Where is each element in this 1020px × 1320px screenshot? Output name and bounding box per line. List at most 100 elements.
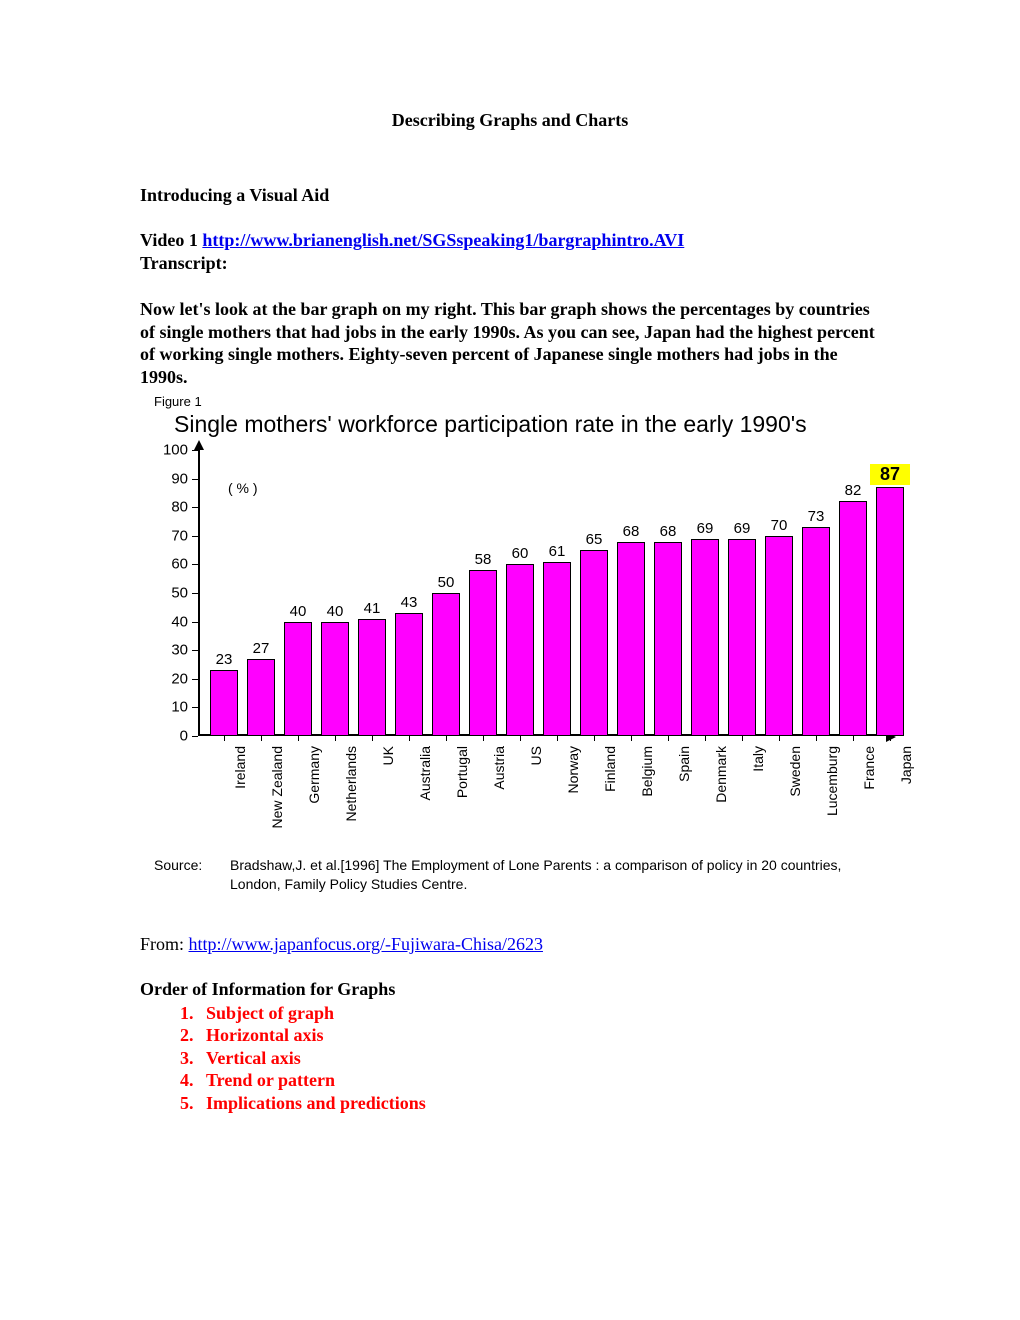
- bar-x-label: UK: [380, 746, 396, 842]
- bar-chart: ( % ) 2327404041435058606165686869697073…: [140, 446, 900, 836]
- video-link[interactable]: http://www.brianenglish.net/SGSspeaking1…: [202, 230, 684, 250]
- bar: 27: [247, 659, 275, 736]
- bar-value-label: 27: [241, 640, 281, 657]
- y-tick: [192, 622, 198, 623]
- bar-value-label: 87: [870, 464, 910, 485]
- bar-rect: [802, 527, 830, 736]
- source-text: Bradshaw,J. et al.[1996] The Employment …: [230, 856, 880, 894]
- x-tick: [890, 736, 891, 741]
- x-tick: [483, 736, 484, 741]
- y-tick-label: 50: [140, 585, 188, 602]
- bar-x-label: Australia: [417, 746, 433, 842]
- video-label: Video 1: [140, 230, 198, 250]
- order-list-number: 2.: [180, 1024, 206, 1047]
- bar-rect: [284, 622, 312, 736]
- bar-x-label: Germany: [306, 746, 322, 842]
- bar: 40: [284, 622, 312, 736]
- figure-label: Figure 1: [154, 394, 880, 409]
- bar-value-label: 73: [796, 508, 836, 525]
- bar-x-label: New Zealand: [269, 746, 285, 842]
- bar-value-label: 70: [759, 517, 799, 534]
- bar-x-label: Netherlands: [343, 746, 359, 842]
- bar-x-label: Finland: [602, 746, 618, 842]
- from-line: From: http://www.japanfocus.org/-Fujiwar…: [140, 934, 880, 955]
- y-tick-label: 100: [140, 442, 188, 459]
- y-tick: [192, 479, 198, 480]
- chart-title: Single mothers' workforce participation …: [174, 411, 880, 438]
- x-tick: [372, 736, 373, 741]
- bar-value-label: 40: [278, 603, 318, 620]
- order-heading: Order of Information for Graphs: [140, 979, 880, 1000]
- bar-rect: [321, 622, 349, 736]
- bar: 41: [358, 619, 386, 736]
- y-axis-arrow-icon: [194, 440, 204, 450]
- bar-x-label: Norway: [565, 746, 581, 842]
- bar-value-label: 69: [685, 520, 725, 537]
- bar: 68: [654, 542, 682, 736]
- bar-rect: [543, 562, 571, 736]
- bar-rect: [839, 501, 867, 736]
- page-title: Describing Graphs and Charts: [140, 110, 880, 131]
- bar-rect: [432, 593, 460, 736]
- y-tick-label: 60: [140, 556, 188, 573]
- bar: 68: [617, 542, 645, 736]
- bar-rect: [358, 619, 386, 736]
- y-tick: [192, 564, 198, 565]
- order-list: 1.Subject of graph2.Horizontal axis3.Ver…: [180, 1002, 880, 1115]
- x-tick: [668, 736, 669, 741]
- y-tick-label: 80: [140, 499, 188, 516]
- y-tick-label: 90: [140, 470, 188, 487]
- y-tick: [192, 593, 198, 594]
- y-tick-label: 40: [140, 613, 188, 630]
- bar-value-label: 68: [648, 523, 688, 540]
- bar-x-label: Portugal: [454, 746, 470, 842]
- bar-value-label: 69: [722, 520, 762, 537]
- bar-rect: [728, 539, 756, 736]
- bar-value-label: 43: [389, 594, 429, 611]
- bar: 50: [432, 593, 460, 736]
- order-list-item: 3.Vertical axis: [180, 1047, 880, 1070]
- order-list-text: Trend or pattern: [206, 1070, 335, 1090]
- bar-x-label: Italy: [750, 746, 766, 842]
- transcript-body: Now let's look at the bar graph on my ri…: [140, 298, 880, 388]
- y-tick-label: 10: [140, 699, 188, 716]
- x-tick: [779, 736, 780, 741]
- bar-rect: [617, 542, 645, 736]
- order-list-number: 5.: [180, 1092, 206, 1115]
- order-list-item: 1.Subject of graph: [180, 1002, 880, 1025]
- x-tick: [853, 736, 854, 741]
- bar-rect: [580, 550, 608, 736]
- bar-x-label: Denmark: [713, 746, 729, 842]
- bars-container: 23274040414350586061656868696970738287: [198, 450, 886, 736]
- bar: 65: [580, 550, 608, 736]
- bar-x-label: Japan: [898, 746, 914, 842]
- bar: 70: [765, 536, 793, 736]
- order-list-number: 4.: [180, 1069, 206, 1092]
- x-tick: [557, 736, 558, 741]
- bar-x-label: Sweden: [787, 746, 803, 842]
- document-page: Describing Graphs and Charts Introducing…: [0, 0, 1020, 1174]
- bar: 60: [506, 564, 534, 736]
- bar-rect: [469, 570, 497, 736]
- bar-rect: [395, 613, 423, 736]
- x-tick: [520, 736, 521, 741]
- order-list-text: Implications and predictions: [206, 1093, 426, 1113]
- x-tick: [224, 736, 225, 741]
- order-list-text: Horizontal axis: [206, 1025, 324, 1045]
- bar-x-label: Spain: [676, 746, 692, 842]
- bar: 61: [543, 562, 571, 736]
- y-tick: [192, 679, 198, 680]
- order-list-item: 2.Horizontal axis: [180, 1024, 880, 1047]
- bar-value-label: 58: [463, 551, 503, 568]
- y-tick-label: 20: [140, 670, 188, 687]
- from-link[interactable]: http://www.japanfocus.org/-Fujiwara-Chis…: [189, 934, 543, 954]
- y-tick: [192, 450, 198, 451]
- bar: 69: [691, 539, 719, 736]
- order-list-item: 5.Implications and predictions: [180, 1092, 880, 1115]
- source-label: Source:: [154, 856, 230, 894]
- bar-rect: [876, 487, 904, 736]
- bar: 87: [876, 487, 904, 736]
- bar-x-label: France: [861, 746, 877, 842]
- section-heading: Introducing a Visual Aid: [140, 185, 880, 206]
- bar-rect: [210, 670, 238, 736]
